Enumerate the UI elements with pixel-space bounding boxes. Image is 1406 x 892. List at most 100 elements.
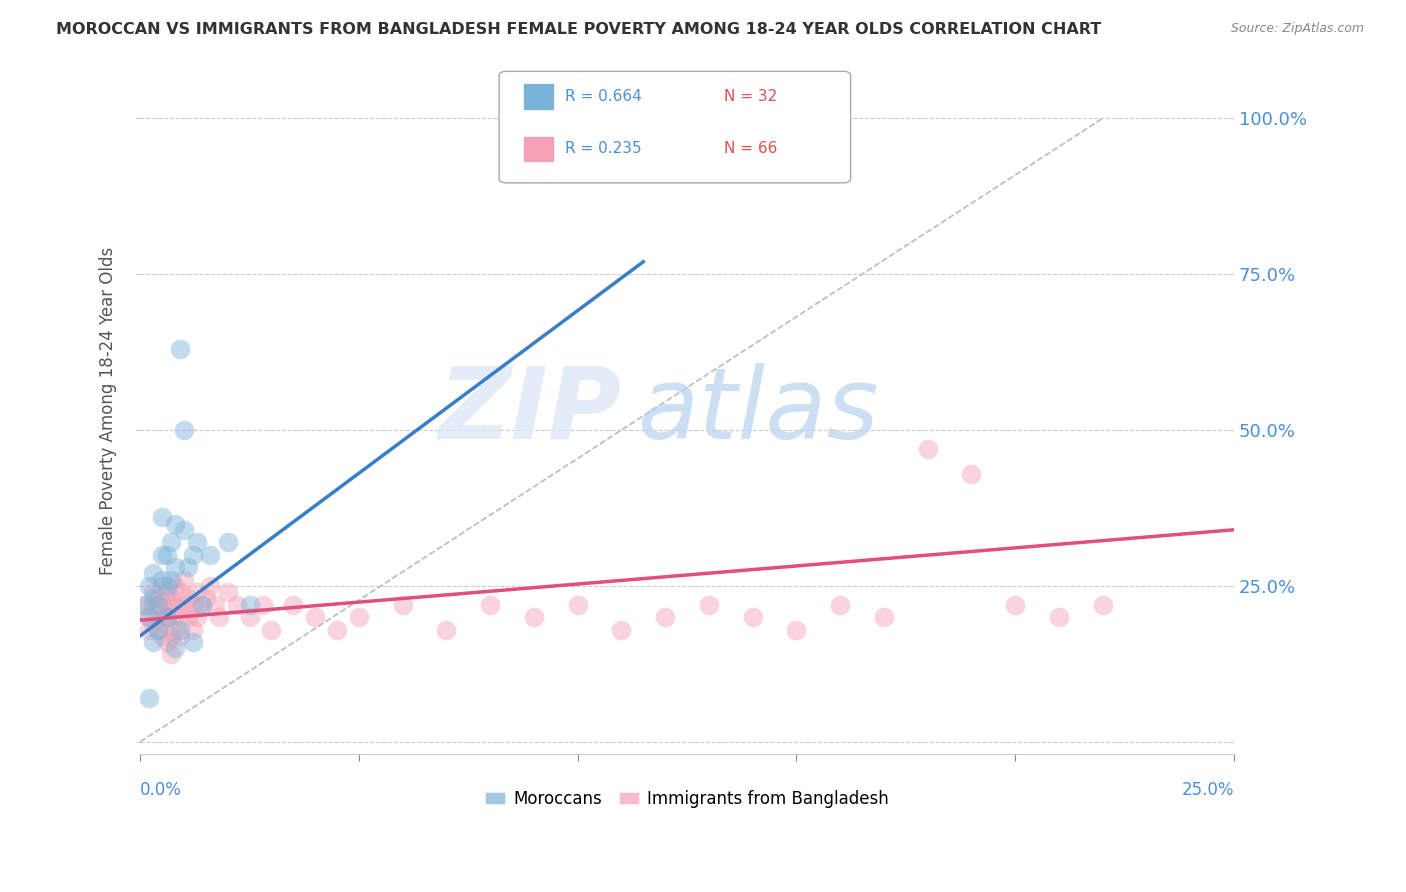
Point [165, 579, 187, 593]
Text: 25.0%: 25.0% [1181, 781, 1234, 799]
Point [186, 610, 208, 624]
Point [181, 548, 204, 562]
Point [654, 610, 676, 624]
Point [190, 598, 212, 612]
Y-axis label: Female Poverty Among 18-24 Year Olds: Female Poverty Among 18-24 Year Olds [100, 247, 117, 575]
Point [169, 629, 191, 643]
Point [142, 591, 165, 606]
Point [138, 691, 160, 706]
Point [134, 598, 156, 612]
Point [165, 623, 187, 637]
Point [260, 623, 283, 637]
Point [283, 598, 305, 612]
Point [186, 585, 208, 599]
Text: R = 0.235: R = 0.235 [565, 142, 641, 156]
Point [304, 610, 326, 624]
Point [208, 610, 231, 624]
Point [610, 623, 633, 637]
Point [138, 579, 160, 593]
Point [1004, 598, 1026, 612]
Point [165, 560, 187, 574]
Point [239, 610, 262, 624]
Point [160, 629, 183, 643]
Point [165, 598, 187, 612]
Point [252, 598, 274, 612]
Point [181, 623, 204, 637]
Point [150, 629, 173, 643]
Point [142, 635, 165, 649]
Point [190, 598, 212, 612]
Point [391, 598, 413, 612]
Point [917, 442, 939, 456]
Point [567, 598, 589, 612]
Point [239, 598, 262, 612]
Point [169, 623, 191, 637]
Point [960, 467, 983, 481]
Text: atlas: atlas [638, 363, 879, 460]
Point [138, 610, 160, 624]
Text: ZIP: ZIP [439, 363, 621, 460]
Point [160, 535, 183, 549]
Point [830, 598, 852, 612]
Text: MOROCCAN VS IMMIGRANTS FROM BANGLADESH FEMALE POVERTY AMONG 18-24 YEAR OLDS CORR: MOROCCAN VS IMMIGRANTS FROM BANGLADESH F… [56, 22, 1101, 37]
Point [134, 598, 156, 612]
Point [225, 598, 247, 612]
Point [204, 598, 226, 612]
Point [155, 610, 177, 624]
Point [785, 623, 807, 637]
Point [150, 510, 173, 524]
Point [142, 616, 165, 631]
Point [194, 591, 217, 606]
Point [181, 635, 204, 649]
Point [160, 573, 183, 587]
Point [177, 610, 200, 624]
Point [523, 610, 546, 624]
Point [177, 591, 200, 606]
Point [155, 579, 177, 593]
Point [200, 548, 222, 562]
Point [741, 610, 763, 624]
Point [165, 641, 187, 656]
Point [146, 598, 169, 612]
Text: R = 0.664: R = 0.664 [565, 89, 643, 103]
Point [146, 604, 169, 618]
Point [150, 548, 173, 562]
Text: N = 66: N = 66 [724, 142, 778, 156]
Point [155, 548, 177, 562]
Point [181, 598, 204, 612]
Point [173, 598, 195, 612]
Point [697, 598, 720, 612]
Text: N = 32: N = 32 [724, 89, 778, 103]
Point [138, 623, 160, 637]
Point [173, 523, 195, 537]
Point [142, 598, 165, 612]
Text: Source: ZipAtlas.com: Source: ZipAtlas.com [1230, 22, 1364, 36]
Point [150, 573, 173, 587]
Point [1091, 598, 1114, 612]
Point [347, 610, 370, 624]
Point [169, 610, 191, 624]
Point [200, 579, 222, 593]
Point [160, 610, 183, 624]
Point [146, 591, 169, 606]
Point [1047, 610, 1070, 624]
Point [155, 635, 177, 649]
Point [217, 535, 239, 549]
Point [150, 579, 173, 593]
Point [138, 610, 160, 624]
Point [150, 598, 173, 612]
Point [177, 560, 200, 574]
Legend: Moroccans, Immigrants from Bangladesh: Moroccans, Immigrants from Bangladesh [478, 783, 896, 814]
Text: 0.0%: 0.0% [141, 781, 183, 799]
Point [873, 610, 896, 624]
Point [142, 566, 165, 581]
Point [155, 585, 177, 599]
Point [150, 616, 173, 631]
Point [479, 598, 502, 612]
Point [155, 610, 177, 624]
Point [186, 535, 208, 549]
Point [217, 585, 239, 599]
Point [173, 423, 195, 437]
Point [146, 623, 169, 637]
Point [160, 648, 183, 662]
